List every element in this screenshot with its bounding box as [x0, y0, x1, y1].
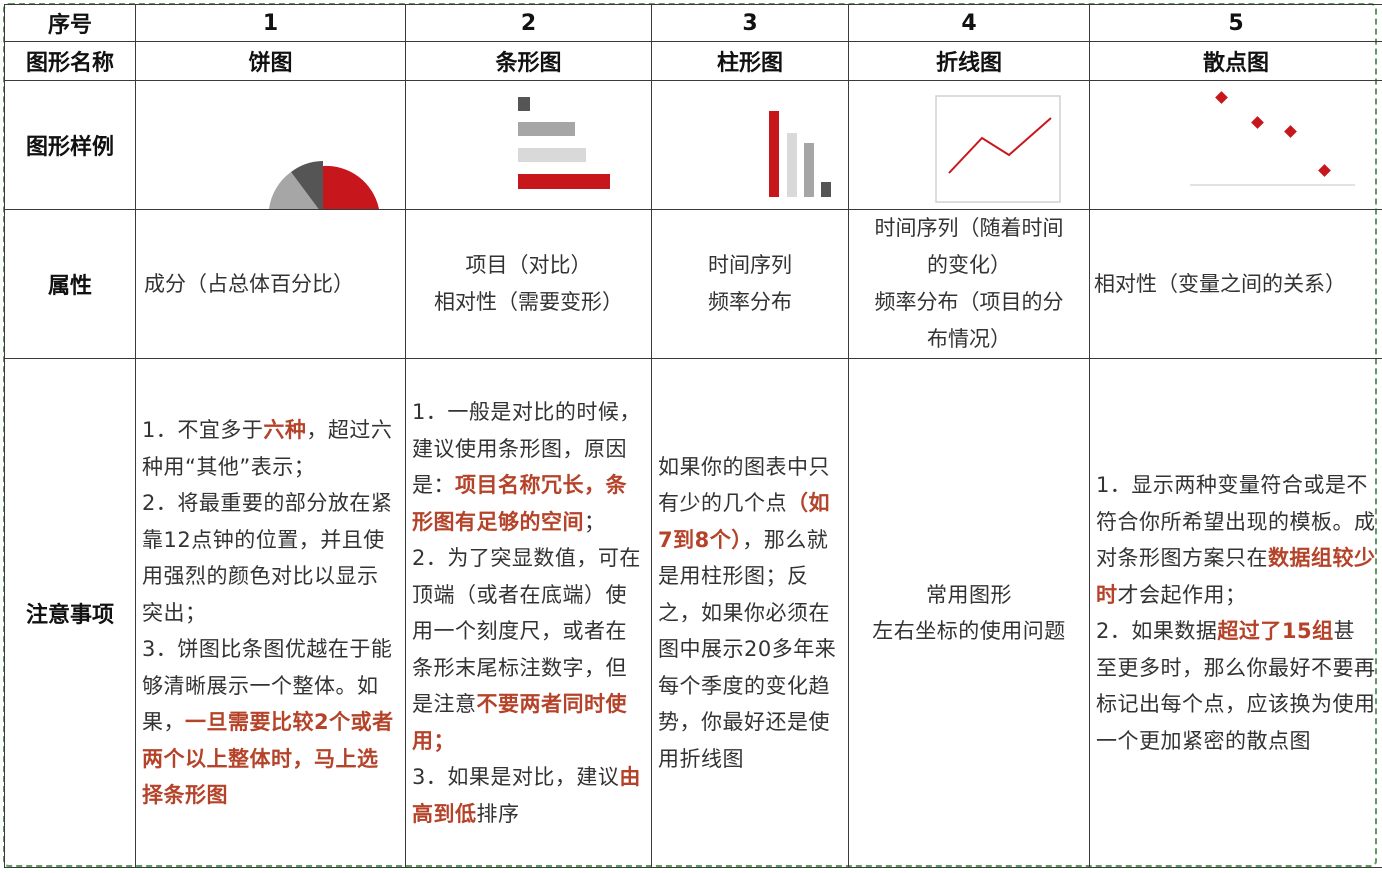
sample-cell-3: [651, 80, 849, 210]
row-label-attribute: 属性: [4, 209, 136, 359]
chart-type-table: 序号 1 2 3 4 5 图形名称 饼图 条形图 柱形图 折线图 散点图 图形样…: [4, 4, 1382, 868]
attribute-line: 相对性（需要变形）: [434, 290, 623, 314]
attribute-line: 时间序列: [708, 253, 792, 277]
chart-name-5: 散点图: [1089, 41, 1382, 81]
note-text: 1．显示两种变量符合或是不符合你所希望出现的模板。成对条形图方案只在: [1096, 473, 1376, 570]
column-chart-icon: [769, 111, 831, 197]
attribute-line: 项目（对比）: [465, 253, 592, 277]
highlighted-note-text: 六种: [263, 418, 307, 443]
pie-chart-icon: [269, 161, 379, 209]
notes-cell-2: 1．一般是对比的时候，建议使用条形图，原因是：项目名称冗长，条形图有足够的空间；…: [405, 358, 652, 868]
note-text: ，那么就是用柱形图；反之，如果你必须在图中展示20多年来每个季度的变化趋势，你最…: [658, 527, 837, 771]
note-text: 2．为了突显数值，可在顶端（或者在底端）使用一个刻度尺，或者在条形末尾标注数字，…: [412, 546, 641, 716]
note-text: 左右坐标的使用问题: [872, 619, 1066, 643]
highlighted-note-text: 数据组较少时: [1096, 546, 1376, 607]
attribute-line: 成分（占总体百分比）: [144, 271, 354, 296]
attribute-line: 布情况）: [927, 327, 1011, 351]
highlighted-note-text: 一旦需要比较2个或者两个以上整体时，马上选择条形图: [142, 710, 394, 808]
highlighted-note-text: 项目名称冗长，条形图有足够的空间: [412, 473, 627, 534]
note-text: 排序: [476, 801, 520, 826]
line-chart-icon: [935, 95, 1061, 203]
attribute-line: 相对性（变量之间的关系）: [1094, 271, 1346, 296]
note-text: 常用图形: [926, 582, 1012, 607]
sample-cell-1: [135, 80, 406, 210]
horizontal-bar-chart-icon: [518, 97, 610, 189]
attribute-cell-1: 成分（占总体百分比）: [135, 209, 406, 359]
notes-cell-1: 1．不宜多于六种，超过六种用“其他”表示； 2．将最重要的部分放在紧靠12点钟的位…: [135, 358, 406, 868]
notes-cell-5: 1．显示两种变量符合或是不符合你所希望出现的模板。成对条形图方案只在数据组较少时…: [1089, 358, 1382, 868]
highlighted-note-text: 不要两者同时使用；: [412, 692, 627, 753]
highlighted-note-text: （如7到8个）: [658, 491, 830, 552]
highlighted-note-text: 超过了15组: [1217, 619, 1334, 643]
note-text: ；: [584, 509, 606, 534]
row-name: 图形名称 饼图 条形图 柱形图 折线图 散点图: [4, 41, 1382, 81]
row-sample: 图形样例: [4, 80, 1382, 210]
notes-cell-4: 常用图形左右坐标的使用问题: [848, 358, 1090, 868]
column-index-3: 3: [651, 4, 849, 42]
column-index-5: 5: [1089, 4, 1382, 42]
note-text: 2．如果数据: [1096, 619, 1218, 643]
sample-cell-4: [848, 80, 1090, 210]
column-index-2: 2: [405, 4, 652, 42]
note-text: ，超过六种用“其他”表示；: [142, 418, 393, 479]
scatter-chart-icon: [1190, 91, 1355, 186]
chart-name-3: 柱形图: [651, 41, 849, 81]
chart-name-4: 折线图: [848, 41, 1090, 81]
row-attribute: 属性 成分（占总体百分比） 项目（对比） 相对性（需要变形） 时间序列 频率分布…: [4, 209, 1382, 359]
attribute-line: 的变化）: [927, 253, 1011, 277]
note-text: 3．如果是对比，建议: [412, 765, 620, 789]
attribute-cell-4: 时间序列（随着时间 的变化） 频率分布（项目的分 布情况）: [848, 209, 1090, 359]
attribute-line: 时间序列（随着时间: [874, 216, 1064, 240]
note-text: 1．不宜多于: [142, 418, 264, 443]
notes-cell-3: 如果你的图表中只有少的几个点（如7到8个），那么就是用柱形图；反之，如果你必须在…: [651, 358, 849, 868]
column-index-4: 4: [848, 4, 1090, 42]
attribute-line: 频率分布: [708, 290, 792, 314]
row-label-index: 序号: [4, 4, 136, 42]
attribute-cell-2: 项目（对比） 相对性（需要变形）: [405, 209, 652, 359]
chart-name-1: 饼图: [135, 41, 406, 81]
row-label-name: 图形名称: [4, 41, 136, 81]
sample-cell-5: [1089, 80, 1382, 210]
attribute-line: 频率分布（项目的分: [874, 290, 1064, 314]
column-index-1: 1: [135, 4, 406, 42]
note-text: 3．饼图比条图优越在于能够清晰展示一个整体。如果，: [142, 637, 393, 735]
note-text: 才会起作用；: [1117, 582, 1247, 607]
row-label-notes: 注意事项: [4, 358, 136, 868]
attribute-cell-5: 相对性（变量之间的关系）: [1089, 209, 1382, 359]
attribute-cell-3: 时间序列 频率分布: [651, 209, 849, 359]
row-notes: 注意事项 1．不宜多于六种，超过六种用“其他”表示； 2．将最重要的部分放在紧靠1…: [4, 358, 1382, 868]
note-text: 1．一般是对比的时候，建议使用条形图，原因是：: [412, 400, 641, 497]
note-text: 甚至更多时，那么你最好不要再标记出每个点，应该换为使用一个更加紧密的散点图: [1096, 619, 1376, 753]
row-label-sample: 图形样例: [4, 80, 136, 210]
note-text: 2．将最重要的部分放在紧靠12点钟的位置，并且使用强烈的颜色对比以显示突出；: [142, 491, 393, 625]
highlighted-note-text: 由高到低: [412, 765, 641, 826]
chart-name-2: 条形图: [405, 41, 652, 81]
sample-cell-2: [405, 80, 652, 210]
note-text: 如果你的图表中只有少的几个点: [658, 454, 830, 516]
row-index: 序号 1 2 3 4 5: [4, 4, 1382, 42]
